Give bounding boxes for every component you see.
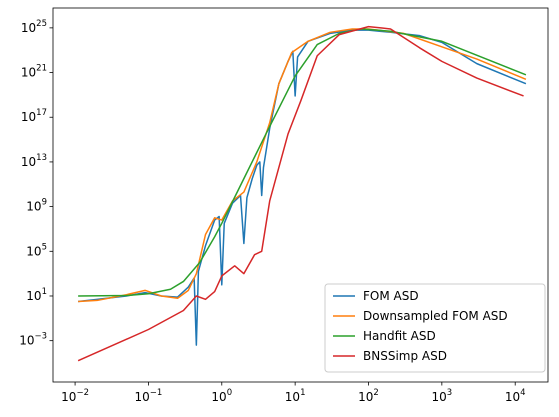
y-tick-label: 101 <box>26 287 47 303</box>
y-tick-label: 10−3 <box>19 332 47 348</box>
x-tick-label: 103 <box>431 388 452 404</box>
y-tick-label: 109 <box>26 198 47 214</box>
legend-label: Downsampled FOM ASD <box>363 309 508 323</box>
y-tick-label: 105 <box>26 242 47 258</box>
legend-label: FOM ASD <box>363 289 419 303</box>
y-tick-label: 1021 <box>21 64 47 80</box>
x-tick-label: 101 <box>285 388 306 404</box>
series-line <box>78 28 527 297</box>
x-tick-label: 10−2 <box>61 388 89 404</box>
y-tick-label: 1017 <box>21 108 47 124</box>
y-tick-label: 1025 <box>21 19 47 35</box>
legend-label: Handfit ASD <box>363 329 436 343</box>
series-line <box>77 25 524 362</box>
x-tick-label: 104 <box>505 388 526 404</box>
y-tick-label: 1013 <box>21 153 47 169</box>
x-tick-label: 10−1 <box>135 388 163 404</box>
x-tick-label: 100 <box>211 388 232 404</box>
series-line <box>78 29 527 346</box>
legend-label: BNSSimp ASD <box>363 349 447 363</box>
plot-frame <box>52 7 549 383</box>
legend-box <box>324 283 546 373</box>
x-tick-label: 102 <box>358 388 379 404</box>
